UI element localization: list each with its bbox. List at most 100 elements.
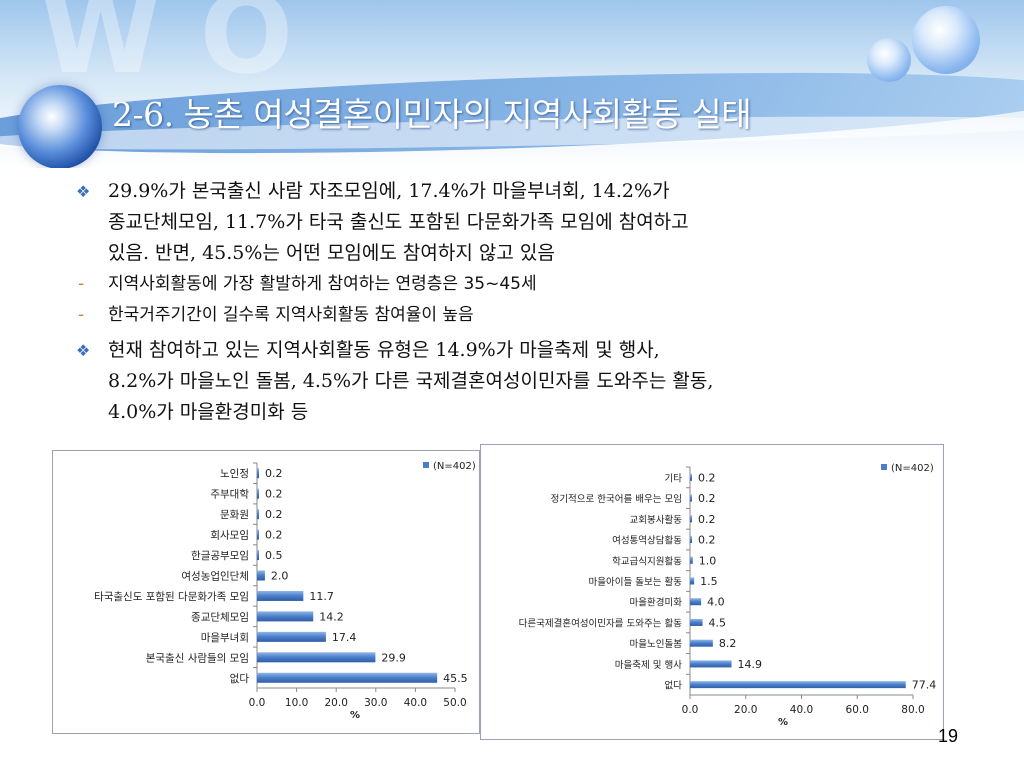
- chart-left-box: 노인정 0.2 주부대학 0.2 문화원 0.2 회사모임 0.2 한글공부모임 0.5 여성농업인…: [52, 450, 480, 734]
- category-label: 회사모임: [210, 529, 249, 542]
- category-label: 마을환경미화: [630, 597, 683, 609]
- category-label: 본국출신 사람들의 모임: [146, 651, 249, 664]
- bar: [257, 652, 376, 663]
- legend-label: (N=402): [891, 463, 934, 474]
- bar: [690, 639, 713, 647]
- page-number: 19: [938, 726, 959, 746]
- category-label: 타국출신도 포함된 다문화가족 모임: [94, 590, 249, 603]
- dash-bullet-icon: -: [78, 305, 85, 325]
- slide-header: W O 2-6. 농촌 여성결혼이민자의 지역사회활동 실태: [0, 0, 1024, 168]
- x-tick-label: 50.0: [443, 697, 466, 709]
- category-label: 여성농업인단체: [181, 570, 249, 583]
- legend-label: (N=402): [433, 461, 476, 472]
- value-label: 14.9: [738, 658, 763, 671]
- value-label: 1.0: [699, 554, 717, 567]
- x-tick-label: 40.0: [790, 704, 813, 716]
- bullet-line: 현재 참여하고 있는 지역사회활동 유형은 14.9%가 마을축제 및 행사,: [108, 339, 660, 361]
- category-label: 마을축제 및 행사: [615, 659, 682, 671]
- bullet-item: ❖ 29.9%가 본국출신 사람 자조모임에, 17.4%가 마을부녀회, 14…: [76, 176, 976, 269]
- value-label: 4.0: [707, 596, 725, 609]
- value-label: 0.2: [698, 492, 716, 505]
- dash-item: - 한국거주기간이 길수록 지역사회활동 참여율이 높음: [76, 300, 976, 331]
- value-label: 0.2: [265, 529, 283, 542]
- category-label: 교회봉사활동: [630, 514, 683, 526]
- value-label: 0.2: [265, 467, 283, 480]
- bar: [257, 672, 438, 683]
- slide-title: 2-6. 농촌 여성결혼이민자의 지역사회활동 실태: [112, 95, 752, 134]
- value-label: 45.5: [443, 672, 468, 685]
- x-tick-label: 40.0: [404, 697, 427, 709]
- x-tick-label: 80.0: [901, 704, 924, 716]
- value-label: 8.2: [719, 637, 737, 650]
- x-axis-label: %: [778, 717, 788, 728]
- bullet-line: 종교단체모임, 11.7%가 타국 출신도 포함된 다문화가족 모임에 참여하고: [108, 211, 689, 233]
- bar: [257, 570, 265, 581]
- value-label: 1.5: [700, 575, 718, 588]
- bar: [690, 515, 692, 523]
- legend-swatch: [423, 462, 429, 468]
- bullet-item: ❖ 현재 참여하고 있는 지역사회활동 유형은 14.9%가 마을축제 및 행사…: [76, 335, 976, 428]
- bar: [690, 473, 692, 481]
- bullet-line: 8.2%가 마을노인 돌봄, 4.5%가 다른 국제결혼여성이민자를 도와주는 …: [108, 370, 714, 392]
- value-label: 17.4: [332, 631, 357, 644]
- category-label: 문화원: [220, 509, 249, 521]
- x-tick-label: 0.0: [682, 704, 699, 716]
- value-label: 0.2: [698, 471, 716, 484]
- x-tick-label: 20.0: [734, 704, 757, 716]
- value-label: 77.4: [912, 679, 937, 692]
- x-tick-label: 20.0: [325, 697, 348, 709]
- bar: [257, 590, 304, 601]
- value-label: 0.2: [698, 534, 716, 547]
- category-label: 다른국제결혼여성이민자를 도와주는 활동: [519, 617, 683, 629]
- bar: [690, 598, 702, 606]
- background-watermark: W O: [40, 0, 294, 98]
- category-label: 기타: [665, 473, 683, 484]
- x-tick-label: 0.0: [249, 697, 266, 709]
- bar: [257, 468, 259, 479]
- value-label: 0.2: [265, 488, 283, 501]
- bar: [257, 509, 259, 520]
- bar: [257, 550, 259, 561]
- bullet-line: 있음. 반면, 45.5%는 어떤 모임에도 참여하지 않고 있음: [108, 242, 555, 264]
- category-label: 한글공부모임: [191, 549, 249, 562]
- x-axis-label: %: [350, 710, 360, 721]
- bar: [690, 618, 703, 626]
- category-label: 마을노인돌봄: [630, 639, 683, 650]
- bar: [690, 577, 695, 585]
- category-label: 마을아이들 돌보는 활동: [589, 576, 683, 588]
- orb-decoration-tiny: [867, 38, 911, 82]
- category-label: 여성통역상담활동: [612, 535, 682, 547]
- bullet-line: 29.9%가 본국출신 사람 자조모임에, 17.4%가 마을부녀회, 14.2…: [108, 180, 670, 202]
- dash-item: - 지역사회활동에 가장 활발하게 참여하는 연령층은 35~45세: [76, 269, 976, 300]
- category-label: 주부대학: [210, 489, 249, 501]
- x-tick-label: 60.0: [846, 704, 869, 716]
- bar: [690, 556, 693, 564]
- orb-decoration-small: [912, 6, 980, 74]
- dash-line: 지역사회활동에 가장 활발하게 참여하는 연령층은 35~45세: [108, 274, 537, 294]
- category-label: 없다: [230, 672, 250, 685]
- category-label: 없다: [665, 680, 683, 692]
- category-label: 노인정: [220, 468, 249, 480]
- value-label: 14.2: [319, 610, 344, 623]
- category-label: 정기적으로 한국어를 배우는 모임: [551, 493, 682, 505]
- x-tick-label: 10.0: [285, 697, 308, 709]
- bar: [690, 660, 732, 668]
- category-label: 마을부녀회: [201, 632, 249, 644]
- chart-left: 노인정 0.2 주부대학 0.2 문화원 0.2 회사모임 0.2 한글공부모임 0.5 여성농업인…: [94, 461, 476, 721]
- bar: [257, 488, 259, 499]
- value-label: 29.9: [381, 651, 406, 664]
- value-label: 0.2: [698, 513, 716, 526]
- legend-swatch: [881, 464, 887, 470]
- bar: [257, 529, 259, 540]
- chart-right: 기타 0.2 정기적으로 한국어를 배우는 모임 0.2 교회봉사활동 0.2 여성통역상담…: [519, 463, 937, 728]
- value-label: 11.7: [309, 590, 334, 603]
- bar: [257, 611, 314, 622]
- value-label: 0.5: [265, 549, 283, 562]
- category-label: 학교급식지원활동: [612, 555, 682, 567]
- value-label: 0.2: [265, 508, 283, 521]
- chart-right-box: 기타 0.2 정기적으로 한국어를 배우는 모임 0.2 교회봉사활동 0.2 여성통역상담…: [480, 444, 944, 740]
- dash-line: 한국거주기간이 길수록 지역사회활동 참여율이 높음: [108, 305, 474, 325]
- bar: [690, 681, 906, 689]
- dash-bullet-icon: -: [78, 274, 85, 294]
- value-label: 4.5: [709, 616, 727, 629]
